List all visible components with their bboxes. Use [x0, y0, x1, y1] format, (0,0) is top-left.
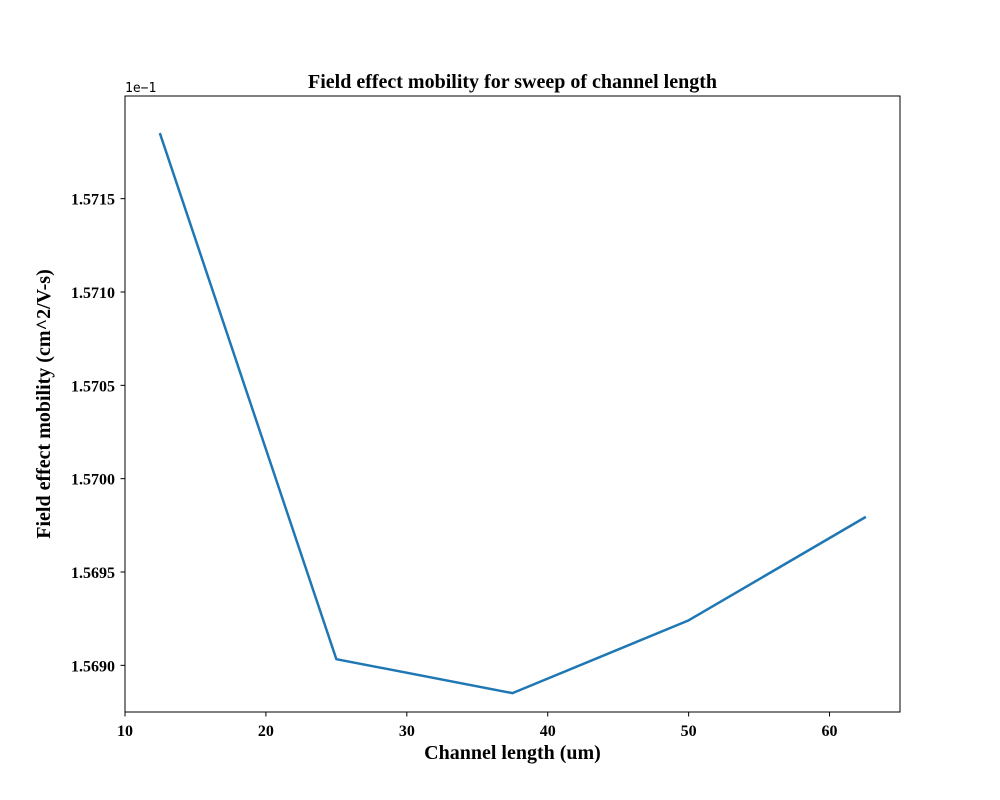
x-tick-label: 60 — [822, 723, 838, 740]
x-tick-label: 40 — [540, 723, 556, 740]
y-tick-label: 1.5700 — [71, 472, 115, 489]
y-axis-label: Field effect mobility (cm^2/V-s) — [33, 269, 55, 539]
x-tick-label: 50 — [681, 723, 697, 740]
plot-frame — [124, 95, 901, 713]
y-tick-label: 1.5715 — [71, 192, 115, 209]
x-tick-label: 30 — [399, 723, 415, 740]
y-tick-label: 1.5695 — [71, 565, 115, 582]
y-tick-label: 1.5690 — [71, 658, 115, 675]
series-layer — [158, 132, 867, 695]
x-axis-ticks: 10 20 30 40 50 60 — [117, 712, 838, 740]
y-tick-label: 1.5710 — [71, 285, 115, 302]
y-axis-ticks: 1.5690 1.5695 1.5700 1.5705 1.5710 1.5715 — [71, 192, 125, 675]
y-offset-text: 1e−1 — [125, 81, 156, 96]
x-tick-label: 10 — [117, 723, 133, 740]
y-tick-label: 1.5705 — [71, 378, 115, 395]
x-axis-label: Channel length (um) — [424, 742, 601, 764]
chart-title: Field effect mobility for sweep of chann… — [308, 71, 717, 93]
x-tick-label: 20 — [258, 723, 274, 740]
